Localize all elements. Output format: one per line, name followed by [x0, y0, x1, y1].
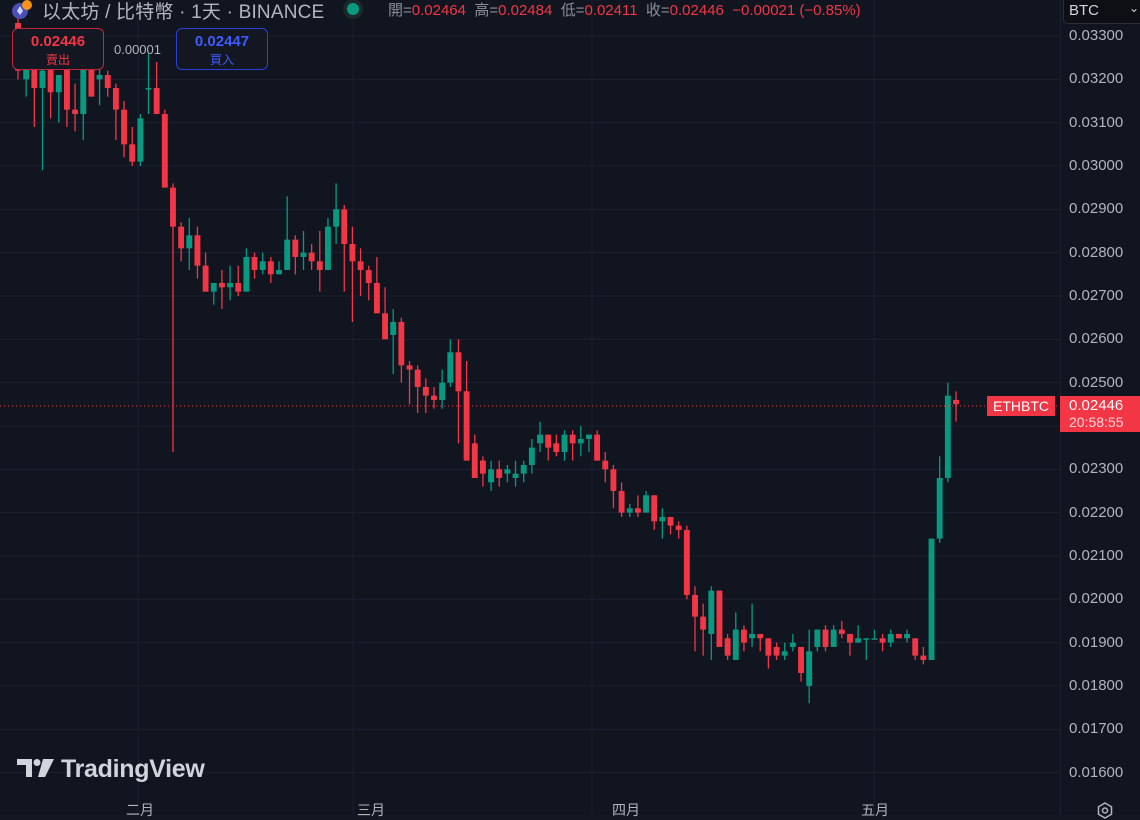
low-key: 低= [560, 2, 585, 19]
time-tick: 五月 [861, 802, 889, 818]
price-tick: 0.03100 [1069, 114, 1124, 131]
buy-button[interactable]: 0.02447 買入 [176, 28, 268, 70]
sell-label: 賣出 [45, 53, 70, 67]
price-tick: 0.01700 [1069, 720, 1124, 737]
symbol-title[interactable]: 以太坊 / 比特幣 · 1天 · BINANCE [42, 2, 325, 23]
symbol-price-tag: ETHBTC [987, 396, 1055, 416]
spread-value: 0.00001 [114, 42, 161, 57]
price-tick: 0.01900 [1069, 634, 1124, 651]
currency-dropdown[interactable]: BTC ⌄ [1063, 0, 1140, 24]
time-tick: 四月 [612, 802, 640, 818]
price-tick: 0.01600 [1069, 764, 1124, 781]
open-key: 開= [388, 2, 412, 19]
settings-gear-icon[interactable] [1096, 802, 1114, 820]
buy-label: 買入 [209, 53, 234, 67]
high-value: 0.02484 [498, 2, 553, 19]
tradingview-mark-icon [17, 759, 54, 777]
price-tick: 0.02100 [1069, 547, 1124, 564]
price-tick: 0.02800 [1069, 244, 1124, 261]
tradingview-logo[interactable]: TradingView [17, 754, 205, 783]
tradingview-wordmark: TradingView [61, 754, 205, 783]
bitcoin-icon [22, 0, 32, 10]
price-tick: 0.03300 [1069, 27, 1124, 44]
sell-button[interactable]: 0.02446 賣出 [12, 28, 104, 70]
time-tick: 二月 [126, 802, 154, 818]
price-tick: 0.02700 [1069, 287, 1124, 304]
price-tick: 0.02500 [1069, 374, 1124, 391]
price-tick: 0.02000 [1069, 590, 1124, 607]
last-price-value: 0.02446 [1069, 397, 1124, 414]
buy-price: 0.02447 [194, 33, 250, 50]
ohlc-values: 開=0.02464 高=0.02484 低=0.02411 收=0.02446 … [388, 0, 861, 20]
last-price-label: 0.02446 20:58:55 [1060, 396, 1140, 432]
chevron-down-icon: ⌄ [1128, 1, 1139, 15]
price-tick: 0.03000 [1069, 157, 1124, 174]
open-value: 0.02464 [411, 2, 466, 19]
time-tick: 三月 [357, 802, 385, 818]
price-tick: 0.02300 [1069, 460, 1124, 477]
price-tick: 0.03200 [1069, 70, 1124, 87]
candlestick-plot[interactable] [0, 0, 1060, 815]
bar-countdown: 20:58:55 [1069, 414, 1124, 430]
sell-price: 0.02446 [30, 33, 86, 50]
chart-canvas[interactable] [0, 0, 1060, 815]
price-tick: 0.02900 [1069, 200, 1124, 217]
close-key: 收= [645, 2, 670, 19]
close-value: 0.02446 [669, 2, 724, 19]
price-tick: 0.01800 [1069, 677, 1124, 694]
change-value: −0.00021 (−0.85%) [732, 2, 861, 19]
currency-label: BTC [1069, 2, 1099, 19]
market-status-icon[interactable] [347, 3, 359, 15]
low-value: 0.02411 [584, 2, 638, 19]
price-tick: 0.02600 [1069, 330, 1124, 347]
high-key: 高= [474, 2, 499, 19]
price-tick: 0.02200 [1069, 504, 1124, 521]
